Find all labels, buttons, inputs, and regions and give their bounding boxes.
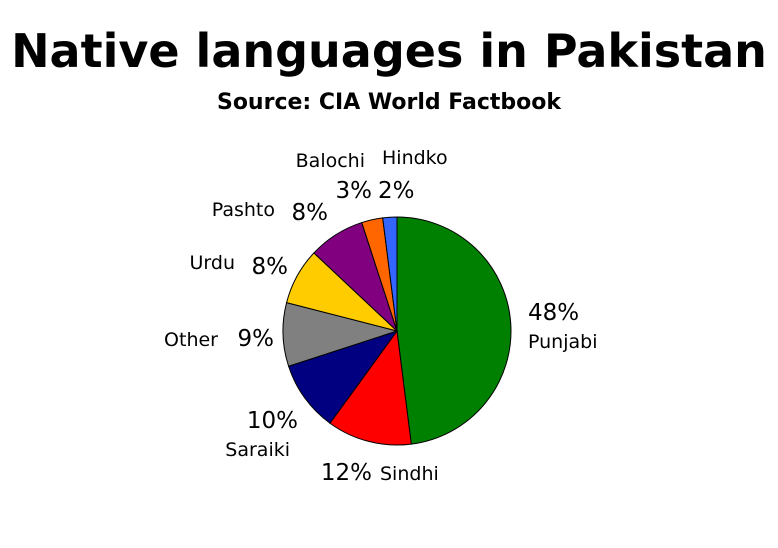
slice-label-balochi: Balochi (296, 150, 365, 172)
slice-value-saraiki: 10% (247, 408, 298, 434)
slice-label-saraiki: Saraiki (225, 439, 290, 461)
slice-value-punjabi: 48% (528, 300, 579, 326)
pie-slices (282, 216, 512, 446)
slice-value-other: 9% (238, 326, 275, 352)
slice-label-urdu: Urdu (190, 252, 236, 274)
slice-value-balochi: 3% (336, 178, 373, 204)
slice-label-pashto: Pashto (212, 199, 275, 221)
pie-labels: Punjabi 48% Sindhi 12% Saraiki 10% Other 9% Urdu… (164, 147, 597, 486)
pie-slice-sindhi (329, 329, 412, 446)
chart-subtitle: Source: CIA World Factbook (216, 90, 562, 115)
pie-slice-saraiki (287, 330, 399, 424)
slice-value-hindko: 2% (378, 178, 415, 204)
slice-value-urdu: 8% (252, 254, 289, 280)
pie-slice-punjabi (396, 216, 512, 445)
slice-value-sindhi: 12% (321, 460, 372, 486)
pie-slice-hindko (382, 216, 398, 332)
slice-label-other: Other (164, 329, 218, 351)
slice-label-sindhi: Sindhi (380, 463, 439, 485)
slice-label-punjabi: Punjabi (528, 331, 597, 353)
slice-label-hindko: Hindko (382, 147, 448, 169)
chart-title: Native languages in Pakistan (11, 24, 767, 78)
slice-value-pashto: 8% (292, 200, 329, 226)
